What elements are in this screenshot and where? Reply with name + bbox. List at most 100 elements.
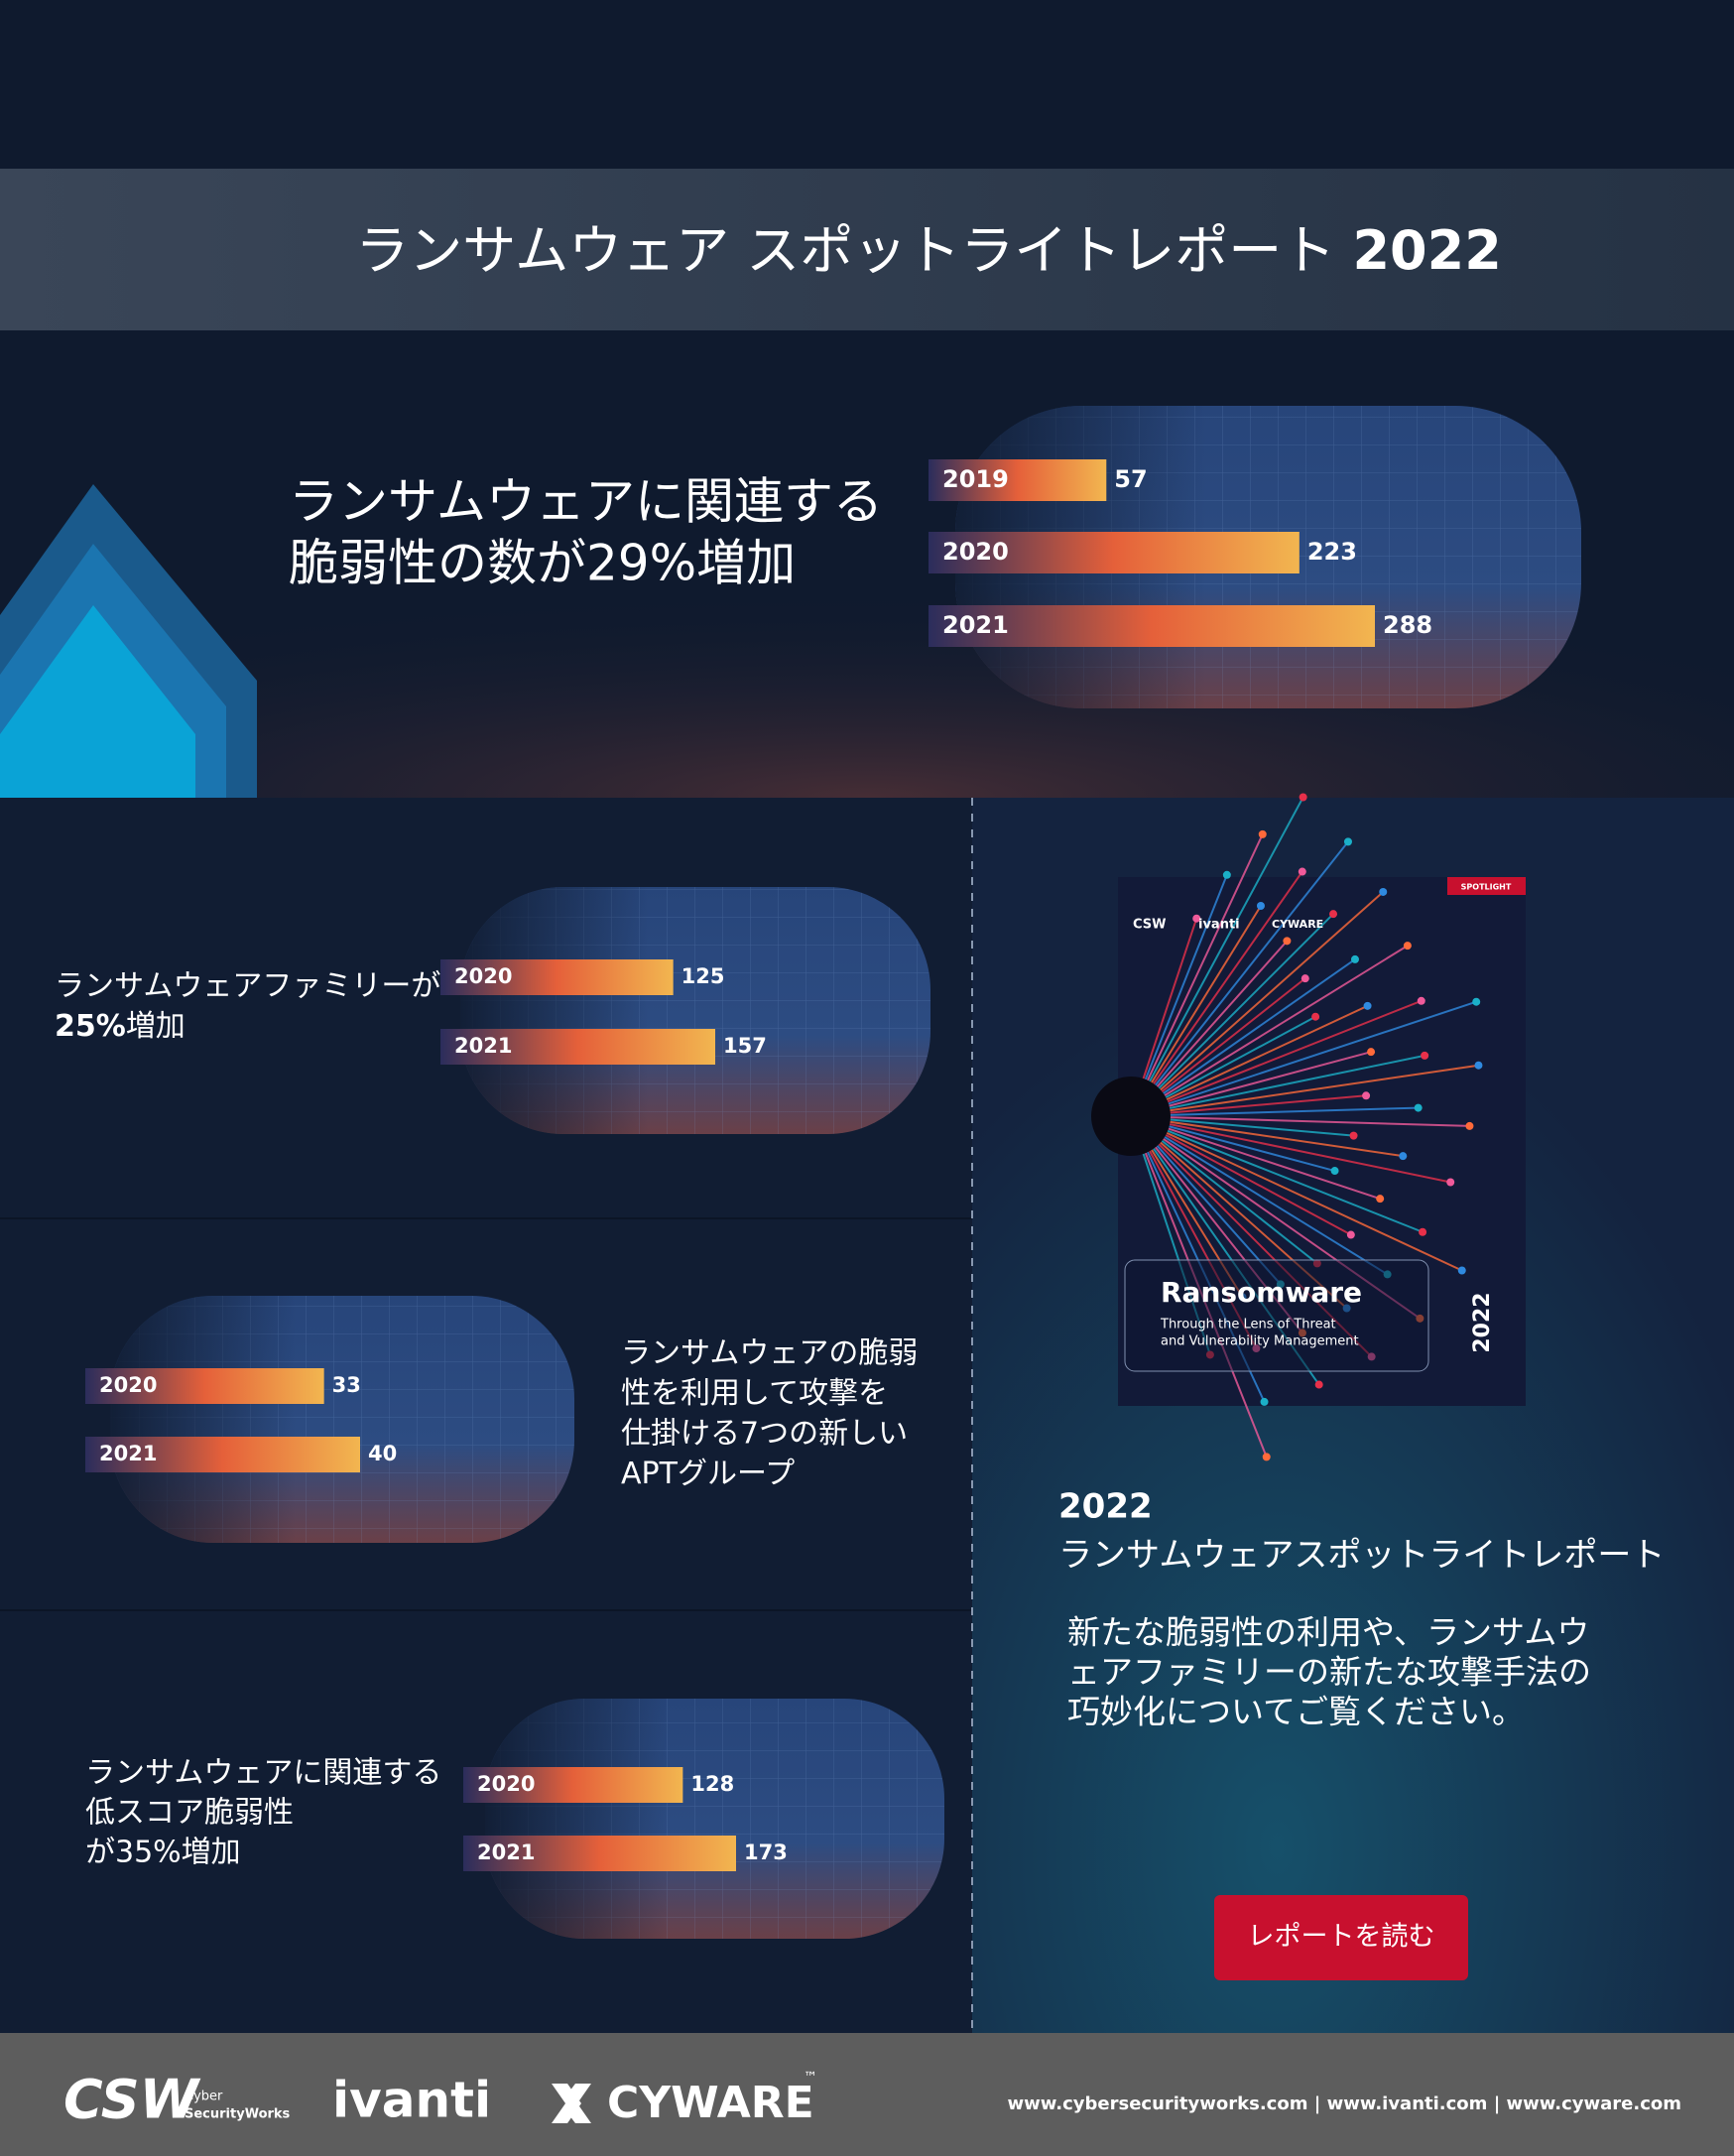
chart-title: APTグループ [621, 1457, 795, 1491]
bar-category: 2021 [454, 1034, 512, 1058]
cover-ray [1130, 1106, 1419, 1117]
cover-ray [1130, 1064, 1479, 1117]
cover-dot [1367, 1048, 1376, 1057]
cover-ray [1130, 797, 1304, 1117]
bar [929, 459, 1107, 501]
cover-dot [1329, 910, 1338, 919]
header-title: ランサムウェア スポットライトレポート 2022 [355, 219, 1502, 282]
cover-dot [1283, 937, 1292, 946]
bar-category: 2021 [99, 1442, 157, 1465]
chevron [0, 605, 195, 798]
chart-panel-fade [110, 1296, 574, 1543]
bar [463, 1836, 736, 1871]
chart-title: が35%増加 [85, 1836, 241, 1870]
cover-subtitle: Through the Lens of Threat [1160, 1318, 1336, 1332]
title-emphasis: 25% [55, 1009, 126, 1044]
cover-ray [1130, 958, 1356, 1117]
cover-ray [1130, 1115, 1381, 1201]
cover-dot [1256, 901, 1265, 910]
cover-dot [1457, 1266, 1466, 1275]
footer-logo-sub: SecurityWorks [185, 2107, 291, 2122]
cover-dot [1346, 1230, 1355, 1239]
divider [0, 1217, 972, 1219]
cover-dot [1474, 1061, 1483, 1070]
cover-dot [1446, 1178, 1455, 1187]
cover-dot [1314, 1380, 1323, 1389]
cover-dot [1300, 974, 1309, 983]
report-year: 2022 [1058, 1487, 1153, 1527]
footer-logo: CSW [63, 2069, 201, 2131]
read-button[interactable]: レポートを読む [1214, 1895, 1468, 1980]
cover-ray [1130, 840, 1349, 1117]
chart-title: 仕掛ける7つの新しい [621, 1417, 908, 1452]
chart-title: 25%増加 [55, 1009, 186, 1044]
report-cover: SPOTLIGHT CSW ivanti CYWARE Ransomware T… [1091, 793, 1526, 1461]
link[interactable]: www.ivanti.com [1327, 2093, 1488, 2114]
cover-ray [1130, 833, 1264, 1117]
cover-dot [1262, 1453, 1271, 1461]
bar-category: 2020 [454, 964, 512, 988]
cover-dot [1299, 793, 1307, 802]
cover-ray [1130, 870, 1303, 1117]
bar-value: 288 [1383, 611, 1432, 639]
cover-ray [1130, 1115, 1404, 1158]
report-description: 巧妙化についてご覧ください。 [1067, 1693, 1525, 1731]
cover-dot [1363, 1001, 1372, 1010]
footer-links: www.cybersecurityworks.com | www.ivanti.… [1008, 2093, 1681, 2114]
cover-dot [1419, 1227, 1427, 1236]
bar-category: 2020 [477, 1772, 535, 1796]
cover-dot [1298, 867, 1306, 876]
divider [0, 1609, 972, 1611]
cover-dot [1379, 887, 1388, 896]
cover-dot [1222, 870, 1231, 879]
chart-title: 性を利用して攻撃を [621, 1376, 888, 1411]
bar-value: 57 [1114, 465, 1147, 493]
report-description: ェアファミリーの新たな攻撃手法の [1067, 1653, 1591, 1692]
cover-ray [1130, 1054, 1425, 1117]
cover-ray [1130, 1004, 1368, 1117]
chart-title: ランサムウェアファミリーが [55, 969, 440, 1004]
chart-title: ランサムウェアの脆弱 [621, 1336, 918, 1371]
bar [440, 959, 674, 995]
cover-ray [1130, 1115, 1463, 1272]
link[interactable]: www.cybersecurityworks.com [1008, 2093, 1308, 2114]
cover-title: Ransomware [1161, 1276, 1362, 1309]
cover-dot [1330, 1167, 1339, 1176]
cover-ray [1130, 891, 1384, 1117]
chart-title: ランサムウェアに関連する [289, 473, 883, 531]
button-label[interactable]: レポートを読む [1248, 1922, 1435, 1953]
chart-title: 脆弱性の数が29%増加 [289, 535, 796, 592]
link[interactable]: www.cyware.com [1507, 2093, 1681, 2114]
button-bg[interactable] [1214, 1895, 1468, 1980]
cover-logo: CSW [1133, 918, 1166, 933]
header-band [0, 169, 1734, 330]
cover-eye [1091, 1077, 1171, 1156]
cover-logo: ivanti [1198, 918, 1240, 933]
bar [929, 605, 1375, 647]
cover-ray [1130, 945, 1409, 1117]
cover-ray [1130, 1115, 1424, 1233]
bar [440, 1029, 715, 1065]
cover-ray [1130, 999, 1423, 1117]
footer-tm: ™ [804, 2070, 817, 2086]
footer-logo: CYWARE [607, 2078, 814, 2128]
chart-panel-fade [485, 1699, 944, 1939]
bar [463, 1767, 683, 1803]
chart-panel-fade [460, 887, 930, 1134]
title-text: ランサムウェア スポットライトレポート [355, 219, 1335, 282]
bar [85, 1368, 324, 1404]
cover-subtitle: and Vulnerability Management [1161, 1334, 1359, 1349]
bar-category: 2020 [99, 1373, 157, 1397]
bar-category: 2021 [477, 1840, 535, 1864]
cover-dot [1403, 942, 1412, 951]
chart-title: 低スコア脆弱性 [85, 1796, 294, 1831]
cover-dot [1362, 1091, 1371, 1100]
bar-value: 157 [723, 1034, 767, 1058]
cover-badge [1447, 877, 1526, 895]
cover-dot [1258, 829, 1267, 838]
cover-ray [1130, 1115, 1451, 1184]
bar-category: 2020 [942, 538, 1009, 566]
bar-value: 173 [744, 1840, 788, 1864]
bar-value: 125 [681, 964, 725, 988]
